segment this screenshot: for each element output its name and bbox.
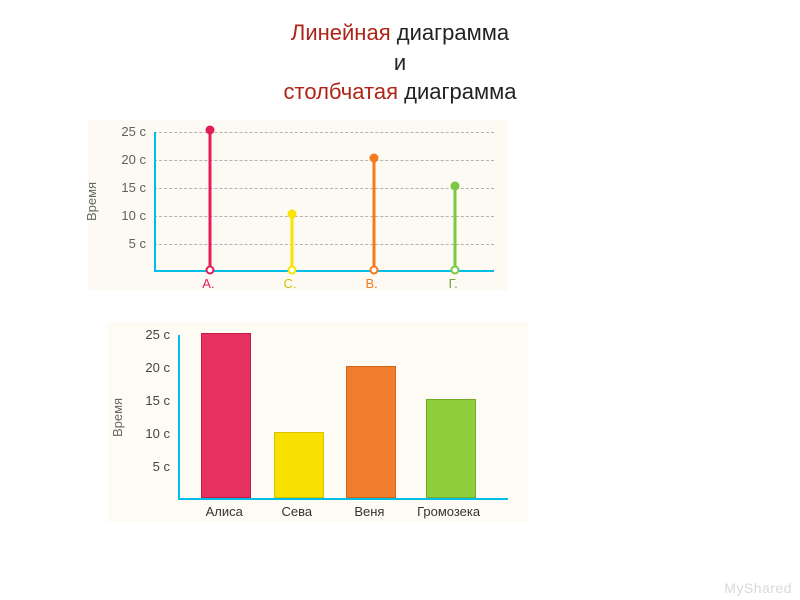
lollipop-top-dot bbox=[206, 126, 215, 135]
y-tick-label: 25 с bbox=[108, 327, 170, 342]
lollipop-base-dot bbox=[288, 266, 297, 275]
watermark: MyShared bbox=[724, 580, 792, 596]
lollipop-top-dot bbox=[451, 182, 460, 191]
bar-chart: 5 с10 с15 с20 с25 сВремяАлисаСеваВеняГро… bbox=[108, 322, 528, 522]
title-word-1: Линейная bbox=[291, 20, 391, 45]
bar bbox=[346, 366, 396, 498]
x-label: А. bbox=[202, 276, 214, 291]
x-label: Громозека bbox=[417, 504, 480, 519]
lollipop-base-dot bbox=[206, 266, 215, 275]
title-word-5: диаграмма bbox=[404, 79, 516, 104]
lollipop-top-dot bbox=[288, 210, 297, 219]
lollipop-top-dot bbox=[369, 154, 378, 163]
x-label: Веня bbox=[354, 504, 384, 519]
y-axis-label: Время bbox=[110, 397, 125, 436]
y-tick-label: 20 с bbox=[88, 152, 146, 167]
plot-area bbox=[178, 335, 508, 500]
y-tick-label: 20 с bbox=[108, 360, 170, 375]
lollipop-base-dot bbox=[451, 266, 460, 275]
y-tick-label: 25 с bbox=[88, 124, 146, 139]
title-word-2: диаграмма bbox=[397, 20, 509, 45]
title-word-4: столбчатая bbox=[284, 79, 398, 104]
x-label: Алиса bbox=[206, 504, 243, 519]
line-chart: 5 с10 с15 с20 с25 сВремяА.С.В.Г. bbox=[88, 120, 508, 290]
lollipop-base-dot bbox=[369, 266, 378, 275]
x-label: Г. bbox=[449, 276, 458, 291]
y-tick-label: 5 с bbox=[108, 459, 170, 474]
lollipop-stick bbox=[291, 214, 294, 270]
plot-area bbox=[154, 132, 494, 272]
x-label: Сева bbox=[281, 504, 312, 519]
bar bbox=[201, 333, 251, 498]
lollipop-stick bbox=[454, 186, 457, 270]
x-label: В. bbox=[365, 276, 377, 291]
y-tick-label: 5 с bbox=[88, 236, 146, 251]
bar bbox=[274, 432, 324, 498]
title-word-3: и bbox=[394, 50, 406, 75]
lollipop-stick bbox=[209, 130, 212, 270]
bar bbox=[426, 399, 476, 498]
x-label: С. bbox=[284, 276, 297, 291]
y-axis-label: Время bbox=[84, 182, 99, 221]
page-title: Линейная диаграмма и столбчатая диаграмм… bbox=[0, 0, 800, 107]
lollipop-stick bbox=[372, 158, 375, 270]
